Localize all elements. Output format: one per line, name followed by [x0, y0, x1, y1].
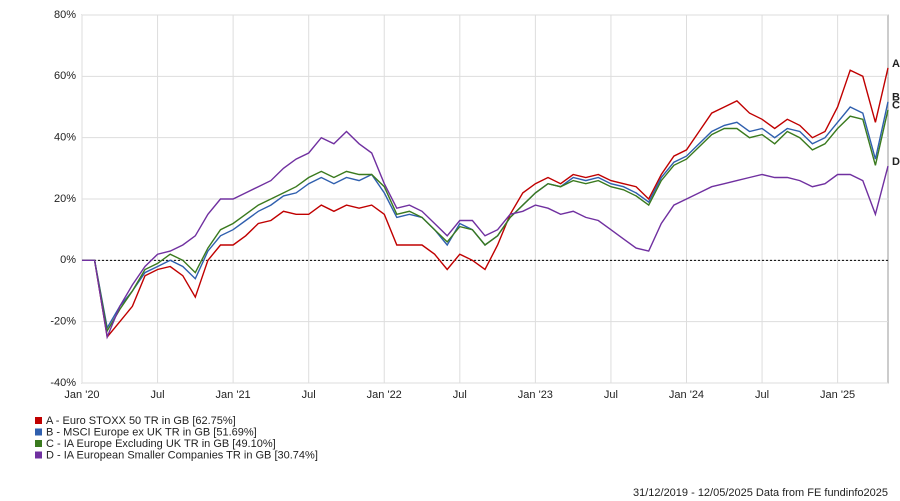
legend-label: D - IA European Smaller Companies TR in … [46, 449, 318, 461]
y-tick-label: 60% [54, 70, 76, 82]
legend-swatch [35, 451, 42, 459]
x-tick-label: Jan '23 [518, 389, 553, 401]
y-tick-label: 80% [54, 9, 76, 21]
series-line [82, 101, 889, 330]
end-label: D [892, 156, 900, 168]
y-tick-label: 0% [60, 254, 76, 266]
x-tick-label: Jan '20 [64, 389, 99, 401]
x-tick-label: Jul [151, 389, 165, 401]
y-tick-label: 20% [54, 193, 76, 205]
x-tick-label: Jul [755, 389, 769, 401]
y-tick-label: -20% [50, 316, 76, 328]
footer: 31/12/2019 - 12/05/2025 Data from FE fun… [633, 487, 888, 499]
series-line [82, 109, 889, 333]
end-label: A [892, 58, 900, 70]
x-tick-label: Jan '22 [367, 389, 402, 401]
legend-label: C - IA Europe Excluding UK TR in GB [49.… [46, 438, 276, 450]
y-tick-label: 40% [54, 132, 76, 144]
x-tick-label: Jul [604, 389, 618, 401]
end-label: C [892, 100, 900, 112]
series-line [82, 130, 889, 340]
legend-swatch [35, 440, 42, 447]
x-tick-label: Jul [302, 389, 316, 401]
legend-label: B - MSCI Europe ex UK TR in GB [51.69%] [46, 426, 257, 438]
end-label: B [892, 92, 900, 104]
x-tick-label: Jan '24 [669, 389, 704, 401]
legend-label: A - Euro STOXX 50 TR in GB [62.75%] [46, 415, 236, 427]
legend-swatch [35, 417, 42, 424]
x-tick-label: Jan '25 [820, 389, 855, 401]
x-tick-label: Jul [453, 389, 467, 401]
x-tick-label: Jan '21 [216, 389, 251, 401]
y-tick-label: -40% [50, 377, 76, 389]
series-line [82, 67, 889, 339]
legend-swatch [35, 428, 42, 436]
